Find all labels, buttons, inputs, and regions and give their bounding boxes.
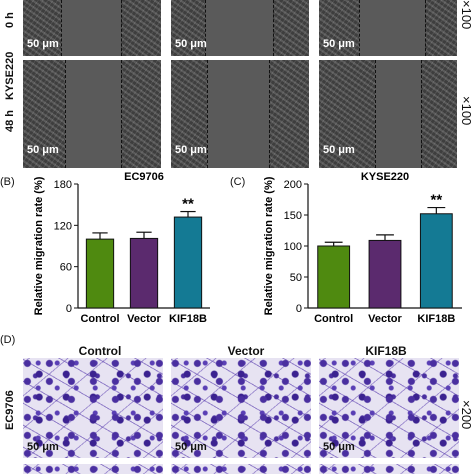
scale-bar-label: 50 μm (27, 144, 59, 156)
bar-vector (129, 237, 159, 309)
micrograph-48h-kif18b: 50 μm (319, 60, 457, 168)
significance-label: ** (430, 192, 442, 209)
y-tick-label: 0 (296, 303, 302, 315)
row-label-kyse220: KYSE220 (4, 51, 16, 100)
scale-bar-label: 50 μm (27, 38, 59, 50)
x-tick-label: Vector (368, 313, 402, 325)
y-tick-label: 100 (284, 241, 302, 253)
micrograph-0h-vector: 50 μm (171, 0, 309, 56)
row-label-48h: 48 h (4, 109, 16, 132)
scale-bar-label: 50 μm (175, 441, 207, 453)
bar-kif18b (173, 216, 203, 309)
y-tick-label: 150 (284, 210, 302, 222)
scale-bar-label: 50 μm (175, 38, 207, 50)
magnification-label-top: ×100 (459, 0, 474, 30)
bar-control (317, 245, 351, 309)
panel-label-d: (D) (0, 334, 16, 346)
transwell-row2-vector (171, 464, 311, 474)
bar-chart-kyse220: KYSE220 0 50 100 150 200 Relative migration ra… (263, 171, 462, 325)
scale-bar-label: 50 μm (323, 144, 355, 156)
micrograph-48h-control: 50 μm (23, 60, 161, 168)
bar-kif18b (419, 213, 453, 309)
panel-label-b: (B) (0, 176, 15, 188)
bar-control (85, 238, 115, 309)
y-tick-label: 120 (54, 220, 72, 232)
row-label-0h: 0 h (4, 12, 16, 28)
transwell-ec9706-kif18b: 50 μm (319, 358, 459, 458)
y-tick-label: 0 (66, 303, 72, 315)
scale-bar-label: 50 μm (323, 441, 355, 453)
transwell-ec9706-control: 50 μm (23, 358, 163, 458)
group-label-vector: Vector (227, 344, 265, 358)
significance-label: ** (182, 196, 194, 213)
x-tick-label: KIF18B (417, 313, 455, 325)
x-tick-label: KIF18B (169, 313, 207, 325)
micrograph-48h-vector: 50 μm (171, 60, 309, 168)
micrograph-0h-kif18b: 50 μm (319, 0, 457, 56)
y-tick-label: 50 (290, 272, 302, 284)
panel-label-c: (C) (230, 176, 246, 188)
x-tick-label: Vector (127, 313, 161, 325)
x-tick-label: Control (80, 313, 119, 325)
scale-bar-label: 50 μm (27, 441, 59, 453)
y-tick-label: 60 (60, 262, 72, 274)
group-label-kif18b: KIF18B (365, 344, 407, 358)
bar-chart-ec9706: EC9706 0 60 120 180 Relative migration rate (… (33, 171, 210, 325)
y-axis-label: Relative migration rate (%) (33, 176, 45, 315)
group-label-control: Control (78, 344, 122, 358)
magnification-label-bottom: ×200 (459, 400, 474, 430)
row-label-ec9706: EC9706 (4, 390, 16, 430)
transwell-row2-kif18b (319, 464, 459, 474)
y-axis-label: Relative migration rate (%) (263, 176, 275, 315)
bar-vector (368, 239, 402, 309)
transwell-ec9706-vector: 50 μm (171, 358, 311, 458)
y-tick-label: 180 (54, 179, 72, 191)
micrograph-0h-control: 50 μm (23, 0, 161, 56)
y-tick-label: 200 (284, 179, 302, 191)
scale-bar-label: 50 μm (175, 144, 207, 156)
transwell-row2-control (23, 464, 163, 474)
chart-title: EC9706 (124, 171, 164, 183)
chart-title: KYSE220 (361, 171, 409, 183)
x-tick-label: Control (314, 313, 353, 325)
magnification-label-top-2: ×100 (459, 96, 474, 126)
scale-bar-label: 50 μm (323, 38, 355, 50)
